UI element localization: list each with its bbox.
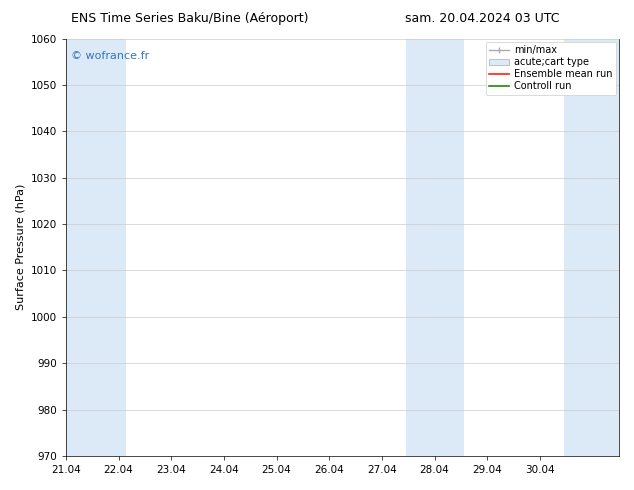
Bar [564, 39, 634, 456]
Legend: min/max, acute;cart type, Ensemble mean run, Controll run: min/max, acute;cart type, Ensemble mean … [486, 42, 616, 95]
Bar [406, 39, 463, 456]
Y-axis label: Surface Pressure (hPa): Surface Pressure (hPa) [15, 184, 25, 311]
Bar [45, 39, 126, 456]
Text: © wofrance.fr: © wofrance.fr [72, 51, 150, 61]
Text: sam. 20.04.2024 03 UTC: sam. 20.04.2024 03 UTC [404, 12, 559, 25]
Text: ENS Time Series Baku/Bine (Aéroport): ENS Time Series Baku/Bine (Aéroport) [72, 12, 309, 25]
